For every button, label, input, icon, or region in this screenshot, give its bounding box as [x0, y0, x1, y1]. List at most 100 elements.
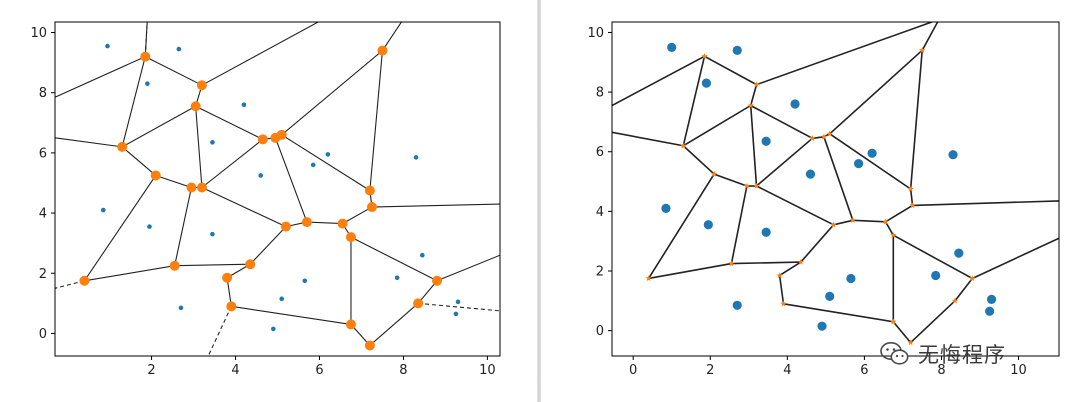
- voronoi-edge: [83, 175, 157, 282]
- voronoi-edge: [852, 219, 886, 223]
- data-point: [302, 278, 308, 284]
- voronoi-vertex: [890, 232, 897, 238]
- voronoi-edge: [749, 105, 758, 187]
- data-point: [455, 299, 461, 305]
- voronoi-edge-outer: [756, 22, 933, 86]
- voronoi-vertex: [797, 258, 804, 265]
- voronoi-edge: [201, 186, 287, 228]
- voronoi-edge: [884, 221, 894, 236]
- data-point: [176, 46, 182, 52]
- voronoi-edge: [749, 84, 758, 106]
- data-point: [846, 273, 856, 284]
- voronoi-edge-outer: [912, 200, 1059, 207]
- voronoi-vertex: [780, 300, 787, 307]
- y-tick-label: 0: [39, 327, 47, 342]
- voronoi-vertex: [377, 45, 388, 56]
- data-point: [986, 294, 997, 304]
- voronoi-vertex: [907, 339, 914, 346]
- voronoi-edge: [909, 50, 923, 190]
- voronoi-edge: [195, 106, 203, 188]
- voronoi-vertex: [680, 142, 687, 149]
- voronoi-vertex: [882, 218, 889, 225]
- voronoi-vertex: [890, 318, 897, 325]
- y-tick-label: 6: [596, 145, 604, 160]
- data-point: [790, 99, 800, 109]
- voronoi-vertex: [196, 80, 207, 91]
- voronoi-vertex: [830, 221, 837, 228]
- voronoi-edge: [756, 185, 834, 226]
- x-tick-label: 2: [147, 363, 155, 378]
- voronoi-vertex: [364, 185, 375, 196]
- voronoi-vertex: [245, 259, 256, 270]
- voronoi-vertex: [364, 340, 375, 351]
- data-point: [279, 296, 284, 302]
- voronoi-vertex: [826, 130, 833, 137]
- voronoi-edge-outer: [971, 237, 1059, 280]
- voronoi-edge-outer: [612, 131, 684, 147]
- data-point: [210, 231, 215, 237]
- voronoi-edge: [647, 173, 715, 279]
- voronoi-edge: [682, 56, 706, 146]
- voronoi-edge: [350, 236, 438, 282]
- voronoi-vertex: [190, 101, 201, 112]
- data-point: [145, 81, 150, 86]
- data-point: [985, 306, 995, 316]
- voronoi-edge: [730, 185, 748, 264]
- watermark: 无悔程序: [880, 340, 1006, 368]
- x-tick-label: 6: [315, 363, 323, 378]
- y-tick-label: 8: [596, 86, 604, 101]
- voronoi-edge: [823, 136, 854, 221]
- voronoi-vertex: [366, 202, 377, 213]
- voronoi-edge: [306, 221, 343, 225]
- voronoi-edge: [121, 105, 196, 148]
- data-point: [413, 155, 419, 160]
- voronoi-vertex: [645, 275, 652, 282]
- voronoi-edge: [274, 137, 308, 223]
- data-point: [854, 159, 864, 169]
- y-tick-label: 2: [39, 267, 47, 282]
- data-point: [100, 207, 106, 213]
- voronoi-vertex: [79, 275, 90, 286]
- wechat-icon: [880, 342, 909, 365]
- data-point: [325, 152, 331, 157]
- voronoi-vertex: [196, 182, 207, 193]
- voronoi-edge: [174, 187, 192, 266]
- voronoi-vertex: [747, 102, 754, 109]
- data-point: [817, 321, 827, 331]
- x-tick-label: 0: [629, 363, 637, 378]
- axes-frame: [611, 21, 1060, 357]
- chart-panel-2: 0 2 4 6 8 10 0 2 4 6 8 10: [587, 21, 1060, 378]
- voronoi-edge: [281, 50, 383, 136]
- data-point: [453, 311, 459, 317]
- voronoi-edge: [829, 49, 923, 135]
- watermark-text: 无悔程序: [918, 343, 1006, 367]
- voronoi-vertex: [907, 185, 914, 192]
- voronoi-edge: [682, 145, 715, 175]
- voronoi-edge: [910, 300, 956, 344]
- voronoi-edge-outer: [144, 22, 148, 57]
- data-point: [761, 136, 771, 146]
- voronoi-vertex: [169, 260, 180, 271]
- voronoi-vertex: [226, 301, 237, 312]
- x-tick-label: 4: [783, 363, 791, 378]
- voronoi-edge: [195, 105, 264, 140]
- voronoi-vertex: [809, 135, 816, 141]
- voronoi-vertex: [280, 221, 291, 232]
- data-point: [661, 203, 671, 213]
- voronoi-vertex: [345, 232, 356, 243]
- voronoi-edge: [648, 262, 732, 280]
- plot-area: [55, 22, 500, 356]
- y-tick-label: 8: [39, 86, 47, 101]
- x-tick-label: 8: [937, 363, 945, 378]
- voronoi-edge: [778, 275, 785, 304]
- voronoi-edge: [145, 56, 203, 86]
- voronoi-edge: [731, 261, 801, 265]
- voronoi-edge-outer: [55, 137, 123, 148]
- voronoi-ridge-infinite: [207, 306, 232, 356]
- voronoi-vertex: [711, 170, 718, 177]
- voronoi-edge: [800, 224, 835, 263]
- voronoi-edge: [121, 56, 146, 148]
- voronoi-vertex: [301, 217, 312, 228]
- voronoi-edge: [682, 104, 752, 147]
